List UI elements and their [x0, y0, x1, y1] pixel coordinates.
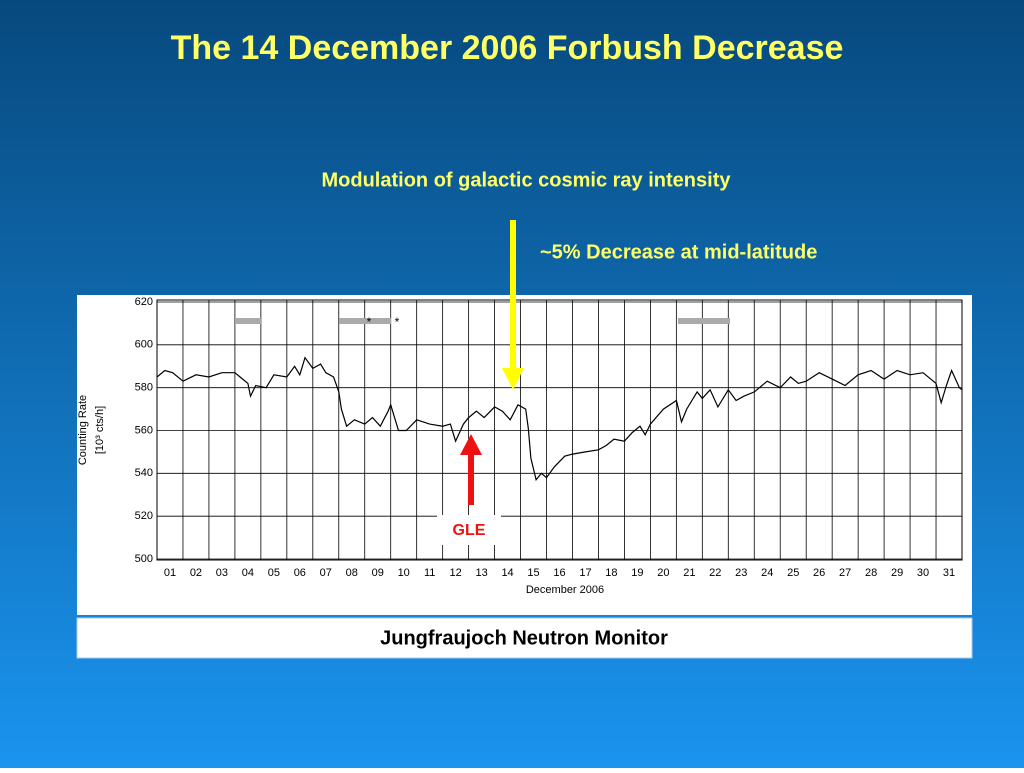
- red-arrow-head: [460, 434, 482, 455]
- star-annotation: *: [367, 315, 372, 329]
- gap-bar: [339, 318, 391, 324]
- y-tick-label: 540: [135, 467, 153, 479]
- x-tick-label: 15: [527, 567, 539, 579]
- star-annotation: *: [395, 315, 400, 329]
- x-tick-label: 05: [268, 567, 280, 579]
- y-axis-label: Counting Rate: [77, 395, 89, 465]
- x-tick-label: 31: [943, 567, 955, 579]
- data-line: [156, 356, 963, 482]
- y-tick-label: 520: [135, 510, 153, 522]
- y-tick-label: 600: [135, 339, 153, 351]
- y-tick-label: 560: [135, 424, 153, 436]
- x-tick-label: 03: [216, 567, 228, 579]
- x-tick-label: 27: [839, 567, 851, 579]
- x-tick-label: 26: [813, 567, 825, 579]
- slide-subtitle: Modulation of galactic cosmic ray intens…: [322, 169, 732, 191]
- x-tick-label: 20: [657, 567, 669, 579]
- x-axis-label: December 2006: [526, 584, 604, 596]
- x-tick-label: 07: [320, 567, 332, 579]
- y-tick-label: 620: [135, 296, 153, 308]
- x-tick-label: 11: [424, 567, 435, 579]
- x-tick-label: 29: [891, 567, 903, 579]
- x-tick-label: 28: [865, 567, 877, 579]
- gle-label: GLE: [453, 522, 486, 539]
- x-tick-label: 14: [501, 567, 513, 579]
- x-tick-label: 08: [346, 567, 358, 579]
- x-tick-label: 18: [605, 567, 617, 579]
- x-tick-label: 16: [553, 567, 565, 579]
- x-tick-label: 10: [398, 567, 410, 579]
- caption: Jungfraujoch Neutron Monitor: [380, 627, 668, 649]
- x-tick-label: 30: [917, 567, 929, 579]
- x-tick-label: 04: [242, 567, 254, 579]
- plot: 500 520 540 560 580 600 620 01 02 03 04 05 06 07 08 09 1…: [135, 296, 963, 579]
- slide-title: The 14 December 2006 Forbush Decrease: [171, 29, 844, 67]
- yellow-arrow-head: [502, 368, 524, 390]
- x-tick-label: 13: [475, 567, 487, 579]
- caption-box: [76, 617, 973, 659]
- x-tick-label: 25: [787, 567, 799, 579]
- gle-box: [437, 515, 501, 545]
- x-tick-label: 02: [190, 567, 202, 579]
- y-axis-unit: [10³ cts/h]: [94, 406, 106, 454]
- gap-bar: [235, 318, 261, 324]
- x-tick-label: 19: [631, 567, 643, 579]
- x-tick-label: 22: [709, 567, 721, 579]
- x-tick-label: 06: [294, 567, 306, 579]
- decrease-annotation: ~5% Decrease at mid-latitude: [540, 241, 817, 263]
- y-tick-label: 580: [135, 382, 153, 394]
- x-tick-label: 01: [164, 567, 176, 579]
- x-tick-label: 17: [579, 567, 591, 579]
- x-tick-label: 12: [450, 567, 462, 579]
- x-tick-label: 09: [372, 567, 384, 579]
- chart-panel: [77, 295, 972, 615]
- gap-bar: [678, 318, 730, 324]
- y-tick-label: 500: [135, 553, 153, 565]
- plot-frame: [156, 299, 963, 561]
- x-tick-label: 23: [735, 567, 747, 579]
- x-tick-label: 24: [761, 567, 773, 579]
- x-tick-label: 21: [683, 567, 695, 579]
